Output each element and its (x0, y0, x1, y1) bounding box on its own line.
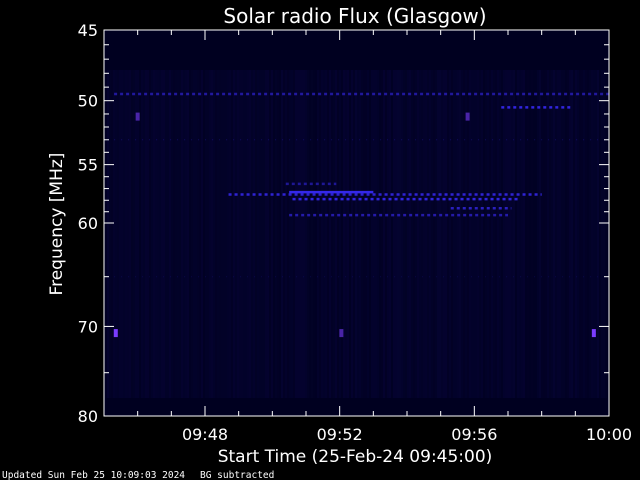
emission-spot (591, 329, 596, 338)
chart-title: Solar radio Flux (Glasgow) (223, 4, 486, 28)
emission-spots (113, 112, 596, 338)
y-tick-label: 50 (78, 92, 98, 111)
y-tick-label: 80 (78, 407, 98, 426)
x-axis-label: Start Time (25-Feb-24 09:45:00) (218, 447, 493, 467)
emission-spot (135, 112, 140, 121)
x-tick-label: 09:48 (182, 425, 228, 444)
emission-spot (113, 329, 118, 338)
x-tick-label: 09:52 (317, 425, 363, 444)
updated-timestamp: Updated Sun Feb 25 10:09:03 2024 (2, 470, 185, 480)
y-tick-label: 60 (78, 214, 98, 233)
emission-spot (465, 112, 470, 121)
x-axis: 09:48 09:52 09:56 10:00 (137, 30, 632, 444)
y-axis: 45 50 55 60 70 80 (78, 21, 609, 426)
x-tick-label: 10:00 (586, 425, 632, 444)
y-tick-label: 45 (78, 21, 98, 40)
y-axis-label: Frequency [MHz] (47, 153, 67, 296)
x-tick-label: 09:56 (451, 425, 497, 444)
plot-texture (105, 70, 607, 398)
y-tick-label: 55 (78, 156, 98, 175)
background-note: BG subtracted (200, 470, 274, 480)
emission-bands (114, 92, 609, 278)
y-tick-label: 70 (78, 317, 98, 336)
emission-spot (339, 329, 344, 338)
